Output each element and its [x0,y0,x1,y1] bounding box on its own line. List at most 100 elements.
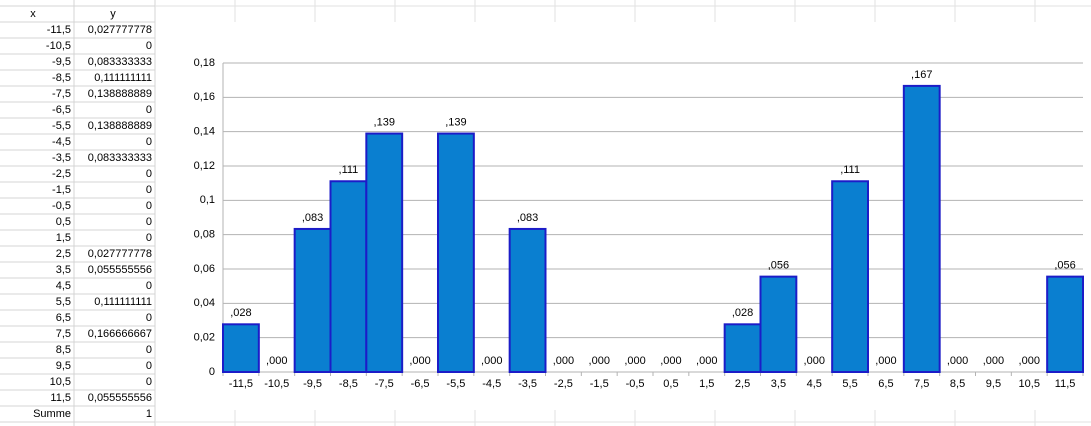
cell: 0 [146,280,152,292]
data-label: ,028 [732,307,753,319]
cell: 0,166666667 [88,328,152,340]
cell: 5,5 [56,296,71,308]
cell: 0,083333333 [88,56,152,68]
y-tick-label: 0,06 [194,263,215,275]
data-label: ,000 [804,355,825,367]
data-label: ,000 [624,355,645,367]
cell: 10,5 [50,376,71,388]
cell: -0,5 [52,200,71,212]
cell: 0 [146,184,152,196]
data-label: ,000 [1019,355,1040,367]
cell: 0 [146,376,152,388]
cell: 0 [146,312,152,324]
cell: -3,5 [52,152,71,164]
data-label: ,000 [553,355,574,367]
cell: -1,5 [52,184,71,196]
y-tick-label: 0,18 [194,57,215,69]
x-tick-label: 11,5 [1055,378,1076,390]
bar [222,323,260,374]
cell: -11,5 [47,24,71,36]
y-tick-label: 0,12 [194,160,215,172]
y-tick-label: 0,16 [194,91,215,103]
y-tick-label: 0 [209,366,215,378]
data-label: ,167 [911,69,932,81]
bar [365,132,404,373]
data-label: ,000 [983,355,1004,367]
bar [329,180,368,373]
bar [508,227,547,373]
cell: 0,027777778 [88,248,152,260]
cell: Summe [33,408,71,420]
cell: 0 [146,216,152,228]
cell: 0,111111111 [94,296,152,308]
data-label: ,083 [302,212,323,224]
column-header: x [30,8,36,20]
cell: 0,083333333 [88,152,152,164]
cell: 0,111111111 [94,72,152,84]
cell: 0,5 [56,216,71,228]
data-label: ,000 [266,355,287,367]
cell: 0 [146,104,152,116]
cell: 8,5 [56,344,71,356]
data-label: ,000 [947,355,968,367]
cell: 0,055555556 [88,264,152,276]
cell: -10,5 [46,40,71,52]
data-label: ,000 [660,355,681,367]
y-tick-label: 0,08 [194,229,215,241]
x-tick-label: 7,5 [914,378,929,390]
y-tick-label: 0,04 [194,297,215,309]
cell: 0 [146,344,152,356]
data-label: ,083 [517,212,538,224]
x-tick-label: -0,5 [626,378,645,390]
x-tick-label: -6,5 [411,378,430,390]
cell: -7,5 [52,88,71,100]
cell: 0,138888889 [88,120,152,132]
x-tick-label: -2,5 [554,378,573,390]
data-label: ,111 [840,164,860,176]
cell: -8,5 [52,72,71,84]
y-tick-label: 0,02 [194,332,215,344]
cell: 9,5 [56,360,71,372]
x-tick-label: 10,5 [1019,378,1040,390]
x-tick-label: -1,5 [590,378,609,390]
cell: 6,5 [56,312,71,324]
y-tick-label: 0,14 [194,126,215,138]
cell: 0,055555556 [88,392,152,404]
data-label: ,111 [339,164,359,176]
cell: 1,5 [56,232,71,244]
data-label: ,139 [445,116,466,128]
x-tick-label: 1,5 [699,378,714,390]
y-tick-label: 0,1 [200,194,215,206]
x-tick-label: 2,5 [735,378,750,390]
cell: 4,5 [56,280,71,292]
bar [293,227,332,373]
x-tick-label: 8,5 [950,378,965,390]
cell: 1 [146,408,152,420]
data-label: ,000 [409,355,430,367]
data-label: ,000 [589,355,610,367]
x-tick-label: -7,5 [375,378,394,390]
cell: 0 [146,168,152,180]
x-tick-label: -4,5 [482,378,501,390]
data-label: ,000 [696,355,717,367]
cell: 0 [146,40,152,52]
cell: -4,5 [52,136,71,148]
column-header: y [110,8,116,20]
bar [902,84,941,373]
bar [437,132,475,373]
x-tick-label: -10,5 [264,378,289,390]
bar [831,180,870,373]
cell: 0 [146,136,152,148]
cell: -2,5 [52,168,71,180]
cell: -9,5 [52,56,71,68]
data-label: ,056 [768,260,789,272]
cell: 2,5 [56,248,71,260]
x-tick-label: 9,5 [986,378,1001,390]
x-tick-label: -9,5 [303,378,322,390]
cell: 0,027777778 [88,24,152,36]
cell: 0 [146,232,152,244]
data-label: ,028 [230,307,251,319]
x-tick-label: -8,5 [339,378,358,390]
